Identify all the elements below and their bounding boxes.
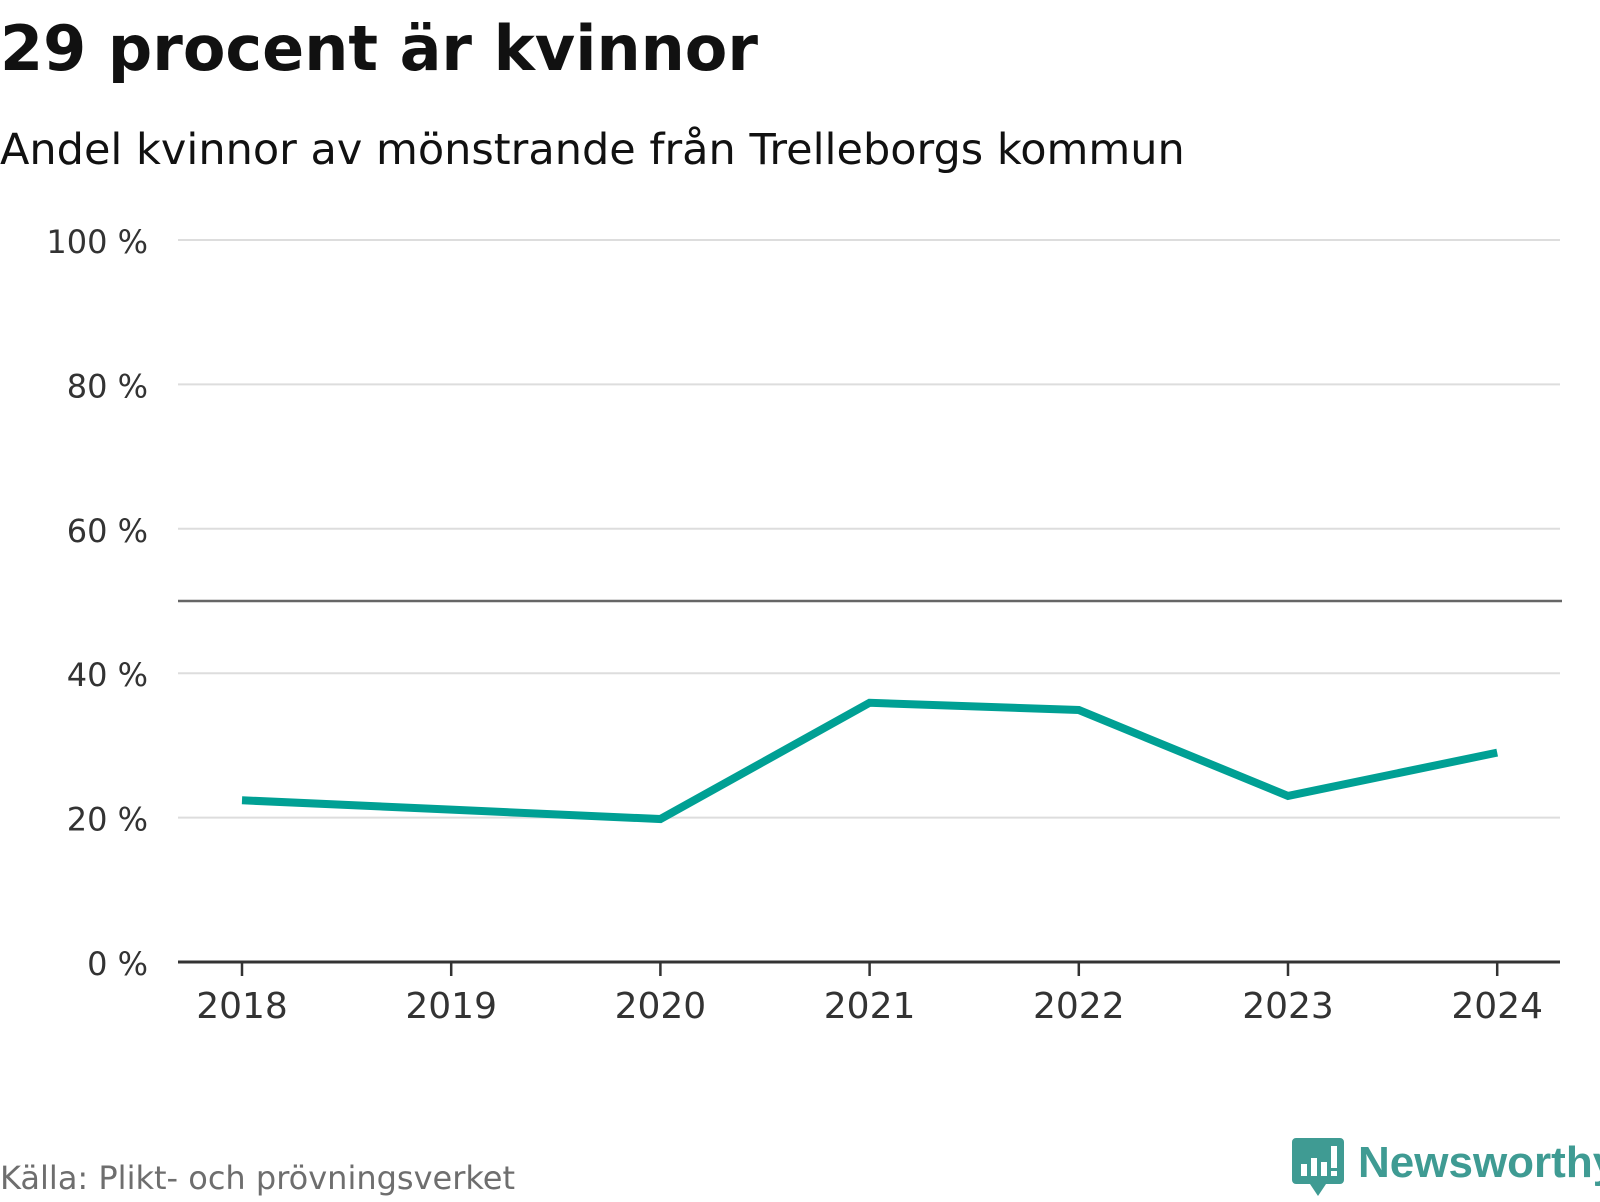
brand-logo: Newsworthy bbox=[1292, 1138, 1600, 1202]
y-tick-label: 0 % bbox=[87, 945, 148, 983]
y-tick-label: 100 % bbox=[46, 223, 148, 261]
x-tick-label: 2023 bbox=[1242, 986, 1334, 1027]
brand-name: Newsworthy bbox=[1358, 1138, 1600, 1188]
bar-chart-speech-bubble-icon bbox=[1292, 1138, 1344, 1200]
x-tick-label: 2020 bbox=[615, 986, 707, 1027]
x-tick-label: 2018 bbox=[196, 986, 288, 1027]
x-tick-label: 2019 bbox=[405, 986, 497, 1027]
x-tick-label: 2021 bbox=[824, 986, 916, 1027]
y-tick-label: 80 % bbox=[67, 367, 148, 405]
y-tick-label: 40 % bbox=[67, 656, 148, 694]
y-tick-label: 60 % bbox=[67, 512, 148, 550]
x-tick-label: 2024 bbox=[1451, 986, 1543, 1027]
y-tick-label: 20 % bbox=[67, 801, 148, 839]
x-tick-label: 2022 bbox=[1033, 986, 1125, 1027]
source-note: Källa: Plikt- och prövningsverket bbox=[0, 1158, 515, 1198]
series-line bbox=[242, 703, 1497, 819]
